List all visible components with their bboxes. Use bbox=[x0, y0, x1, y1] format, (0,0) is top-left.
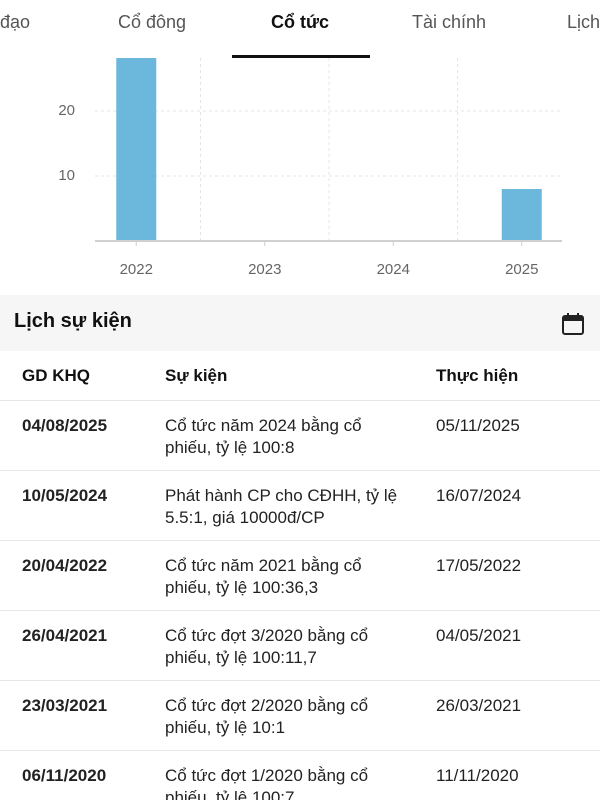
column-header: Sự kiện bbox=[165, 366, 228, 385]
tab-bar: đạo Cổ đông Cổ tức Tài chính Lịch bbox=[0, 0, 600, 58]
x-tick-label: 2023 bbox=[248, 261, 281, 278]
section-title: Lịch sự kiện bbox=[14, 310, 132, 332]
table-cell: 26/03/2021 bbox=[436, 696, 522, 715]
table-cell: Phát hành CP cho CĐHH, tỷ lệ 5.5:1, giá … bbox=[165, 486, 398, 527]
tab[interactable]: Cổ tức bbox=[270, 12, 330, 32]
table-cell: 10/05/2024 bbox=[22, 486, 108, 505]
table-cell: 26/04/2021 bbox=[22, 626, 108, 645]
table-row[interactable]: 10/05/2024 Phát hành CP cho CĐHH, tỷ lệ 5… bbox=[0, 471, 600, 541]
active-tab-indicator bbox=[232, 55, 370, 58]
table-row[interactable]: 04/08/2025 Cổ tức năm 2024 bằng cổ phiếu,… bbox=[0, 401, 600, 471]
table-cell: Cổ tức đợt 1/2020 bằng cổ phiếu, tỷ lệ 1… bbox=[165, 766, 369, 800]
tab[interactable]: Tài chính bbox=[411, 12, 487, 32]
section-header: Lịch sự kiện bbox=[0, 295, 600, 351]
table-cell: Cổ tức đợt 3/2020 bằng cổ phiếu, tỷ lệ 1… bbox=[165, 626, 369, 667]
x-tick-label: 2025 bbox=[505, 261, 538, 278]
x-tick-label: 2022 bbox=[120, 261, 153, 278]
x-tick-label: 2024 bbox=[377, 261, 410, 278]
table-row[interactable]: 23/03/2021 Cổ tức đợt 2/2020 bằng cổ phiế… bbox=[0, 681, 600, 751]
table-cell: 04/08/2025 bbox=[22, 416, 108, 435]
table-cell: 16/07/2024 bbox=[436, 486, 522, 505]
tab[interactable]: Cổ đông bbox=[117, 12, 187, 32]
table-cell: Cổ tức đợt 2/2020 bằng cổ phiếu, tỷ lệ 1… bbox=[165, 696, 369, 737]
table-cell: 04/05/2021 bbox=[436, 626, 522, 645]
table-cell: Cổ tức năm 2024 bằng cổ phiếu, tỷ lệ 100… bbox=[165, 416, 362, 457]
table-cell: 11/11/2020 bbox=[436, 766, 519, 785]
table-cell: 20/04/2022 bbox=[22, 556, 108, 575]
tab[interactable]: Lịch bbox=[567, 12, 600, 32]
bar bbox=[501, 189, 542, 241]
table-cell: 17/05/2022 bbox=[436, 556, 522, 575]
tab[interactable]: đạo bbox=[0, 12, 31, 32]
table-cell: 05/11/2025 bbox=[436, 416, 520, 435]
calendar-icon[interactable] bbox=[561, 312, 585, 336]
y-tick-label: 20 bbox=[58, 102, 75, 119]
table-header: GD KHQ Sự kiện Thực hiện bbox=[0, 351, 600, 401]
y-tick-label: 10 bbox=[58, 167, 75, 184]
column-header: Thực hiện bbox=[436, 366, 519, 385]
table-row[interactable]: 06/11/2020 Cổ tức đợt 1/2020 bằng cổ phiế… bbox=[0, 751, 600, 800]
table-cell: 06/11/2020 bbox=[22, 766, 107, 785]
table-cell: Cổ tức năm 2021 bằng cổ phiếu, tỷ lệ 100… bbox=[165, 556, 362, 597]
table-cell: 23/03/2021 bbox=[22, 696, 108, 715]
event-table: GD KHQ Sự kiện Thực hiện 04/08/2025 Cổ tức n… bbox=[0, 351, 600, 800]
table-row[interactable]: 20/04/2022 Cổ tức năm 2021 bằng cổ phiếu,… bbox=[0, 541, 600, 611]
column-header: GD KHQ bbox=[22, 366, 90, 385]
table-row[interactable]: 26/04/2021 Cổ tức đợt 3/2020 bằng cổ phiế… bbox=[0, 611, 600, 681]
